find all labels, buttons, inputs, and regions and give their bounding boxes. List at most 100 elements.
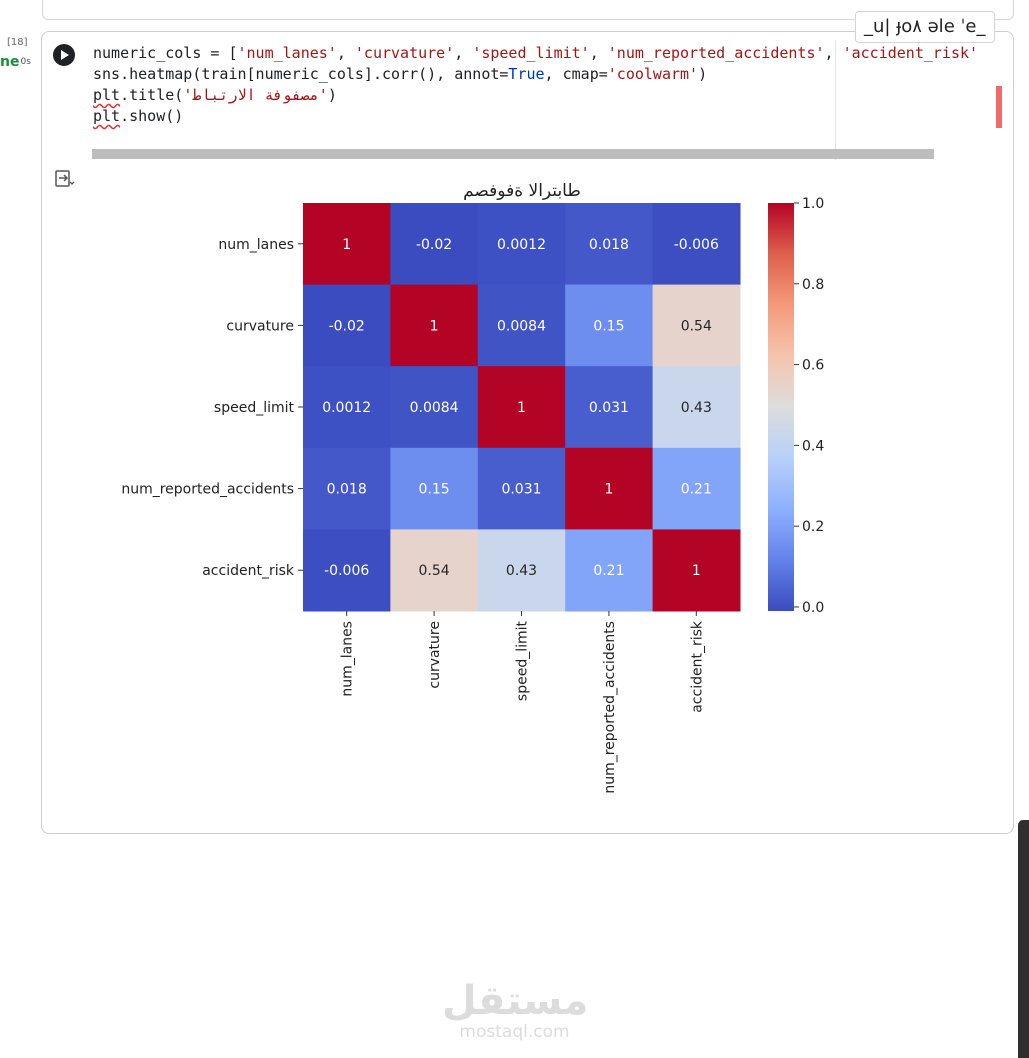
code-token: , cmap= [544,65,608,83]
y-tick-label: curvature [226,318,294,334]
cell-annotation: 0.54 [681,318,712,334]
heatmap-cell [652,529,741,612]
code-horizontal-scrollbar[interactable] [92,149,934,159]
watermark-latin: mostaql.com [459,1022,570,1042]
cell-annotation: 0.15 [419,482,450,498]
cell-annotation: 0.0084 [410,400,459,416]
code-token: ) [327,86,337,104]
code-token: 'curvature' [354,44,455,62]
heatmap-cell [565,203,654,286]
cell-annotation: 0.018 [327,482,367,498]
code-token: plt [93,107,121,125]
cell-annotation: 1 [604,482,613,498]
code-token: True [508,65,545,83]
cell-annotation: 1 [517,400,526,416]
cell-annotation: 0.0084 [497,318,546,334]
heatmap-cell [390,284,479,367]
code-token: 'speed_limit' [472,44,590,62]
cell-annotation: 0.031 [501,482,541,498]
code-token: 'accident_risk' [842,44,979,62]
colorbar-tick-label: 0.8 [802,277,824,293]
cell-annotation: -0.02 [329,318,365,334]
heatmap-cell [652,366,741,449]
code-token: 'num_reported_accidents' [607,44,825,62]
watermark-arabic: مستقل [442,978,589,1024]
heatmap-cell [303,447,391,530]
cell-annotation: 0.54 [419,563,450,579]
heatmap-cell [565,447,654,530]
heatmap-cell [303,284,391,367]
ruler-line [835,40,836,160]
cell-toolbar[interactable]: _u| ɟo٨ ǝle ˈe_ [855,11,995,43]
colorbar-tick-label: 0.4 [802,438,824,454]
colorbar-tick-label: 0.2 [802,519,824,535]
x-tick-label: num_lanes [340,621,356,697]
code-token: .title( [120,86,184,104]
y-tick-label: num_reported_accidents [121,482,294,498]
heatmap-cell [652,284,741,367]
heatmap-cell [477,284,566,367]
cell-annotation: 0.031 [589,400,629,416]
heatmap-cell [477,529,566,612]
page-scrollbar[interactable] [1018,820,1029,1058]
heatmap-cell [652,203,741,286]
cell-annotation: 0.018 [589,237,629,253]
code-token: plt [93,86,121,104]
heatmap-cell [477,447,566,530]
cell-annotation: 1 [692,563,701,579]
watermark: مستقل mostaql.com [442,978,589,1042]
code-token: , [454,44,473,62]
cell-annotation: -0.02 [416,237,452,253]
correlation-heatmap: 1 -0.02 0.0012 0.018 -0.006 -0.02 1 0.0084 0.15 0… [121,181,824,794]
code-token: 'مصفوفة الارتباط' [183,86,328,104]
code-token: sns.heatmap(train[numeric_cols].corr(), … [93,65,509,83]
exec-time: 0s [20,57,31,67]
heatmap-cell [652,447,741,530]
code-token: , [589,44,608,62]
x-tick-label: accident_risk [689,620,705,713]
code-token: numeric_cols = [ [93,44,238,62]
cell-annotation: 0.21 [593,563,624,579]
colorbar-tick-label: 0.6 [802,358,824,374]
previous-cell [42,0,1014,20]
heatmap-cell [390,529,479,612]
colorbar-tick-label: 1.0 [802,196,824,212]
run-cell-button[interactable] [53,44,75,66]
code-token: , [336,44,355,62]
cell-annotation: 0.15 [593,318,624,334]
cell-annotation: 0.21 [681,482,712,498]
cell-annotation: 0.43 [681,400,712,416]
heatmap-cell [303,529,391,612]
cell-status: ne0s [0,54,31,70]
cell-annotation: 1 [430,318,439,334]
cell-annotation: -0.006 [324,563,369,579]
heatmap-cell [390,366,479,449]
x-tick-label: curvature [427,621,443,689]
colorbar [768,203,794,611]
code-editor[interactable]: numeric_cols = ['num_lanes', 'curvature'… [93,43,978,127]
heatmap-cell [477,203,566,286]
colorbar-tick-label: 0.0 [802,600,824,616]
code-token: 'num_lanes' [237,44,337,62]
x-tick-label: num_reported_accidents [602,621,618,794]
y-tick-label: speed_limit [214,400,295,416]
code-token: 'coolwarm' [607,65,699,83]
code-token: .show() [120,107,184,125]
y-tick-label: num_lanes [218,237,294,253]
cell-annotation: 0.0012 [322,400,371,416]
chart-title: طابترالا ةفوفصم [463,181,581,201]
code-token: ) [698,65,708,83]
execution-count: [18] [7,37,28,48]
output-toggle-icon[interactable] [53,168,75,190]
cell-annotation: 0.0012 [497,237,546,253]
heatmap-cell [390,203,479,286]
heatmap-cell [565,284,654,367]
x-tick-label: speed_limit [515,620,531,701]
heatmap-cell [303,366,391,449]
cell-annotation: 0.43 [506,563,537,579]
error-marker [996,86,1002,128]
heatmap-cell [565,529,654,612]
cell-annotation: -0.006 [674,237,719,253]
heatmap-cell [565,366,654,449]
y-tick-label: accident_risk [202,563,295,579]
